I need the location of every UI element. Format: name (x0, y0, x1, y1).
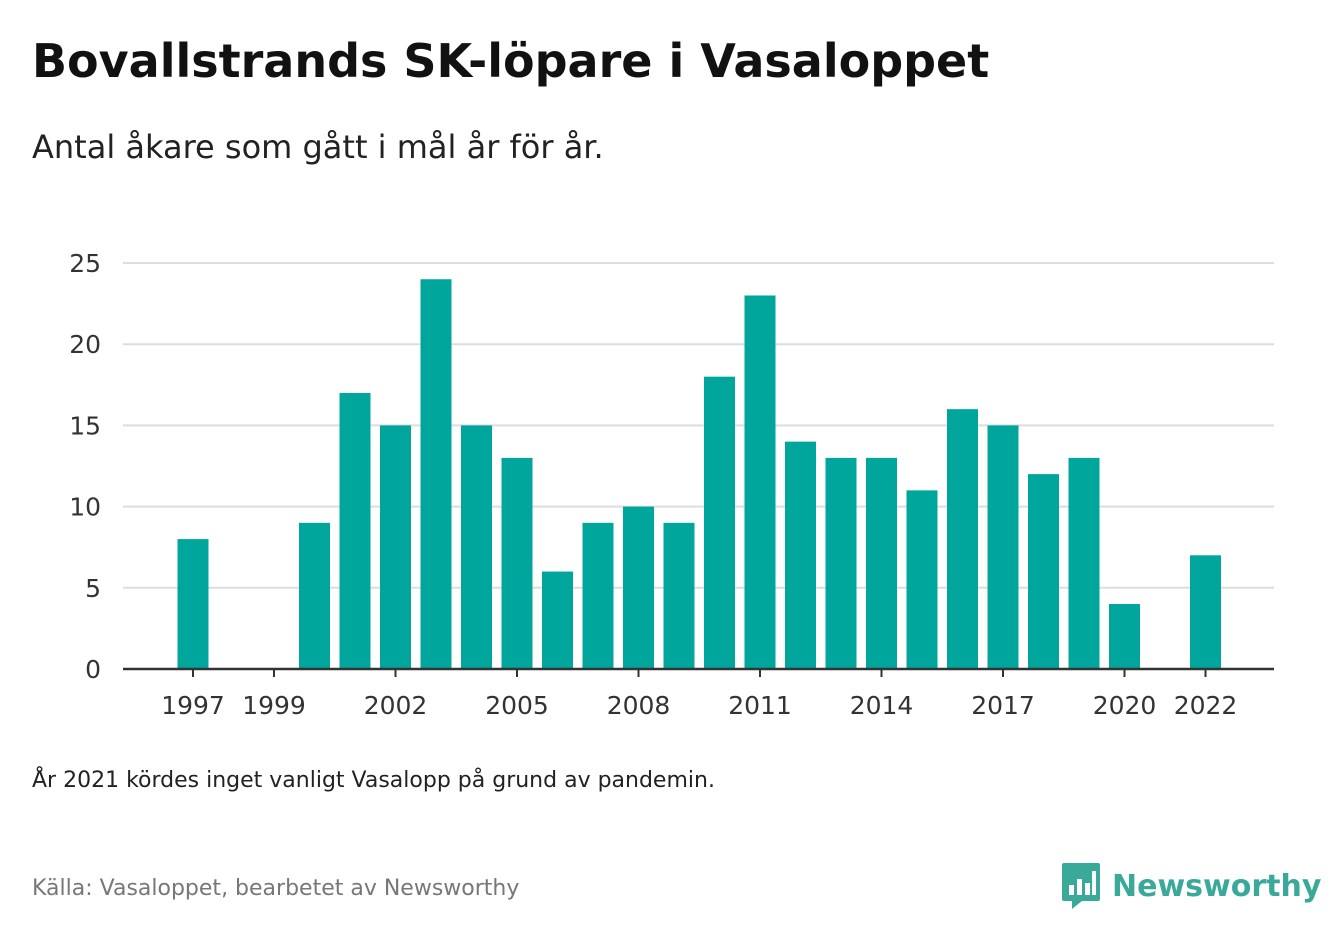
newsworthy-logo-icon (1062, 863, 1100, 909)
x-tick-label: 1997 (161, 691, 225, 720)
y-tick-label: 25 (69, 249, 101, 278)
bar (420, 279, 452, 669)
chart-note: År 2021 kördes inget vanligt Vasalopp på… (32, 768, 715, 793)
bar (461, 425, 492, 669)
bar (177, 539, 209, 669)
x-tick-label: 2017 (971, 691, 1035, 720)
bar (542, 571, 573, 669)
bar (785, 441, 816, 669)
bar (501, 457, 533, 669)
bar (1028, 474, 1059, 669)
bar (339, 392, 371, 669)
bar (663, 522, 695, 669)
bar (744, 295, 776, 669)
bars (177, 279, 1221, 669)
brand-logo: Newsworthy (1060, 858, 1321, 914)
source-credit: Källa: Vasaloppet, bearbetet av Newswort… (32, 876, 520, 901)
bar (825, 457, 857, 669)
chart-title: Bovallstrands SK-löpare i Vasaloppet (32, 34, 990, 88)
bar (987, 425, 1019, 669)
bar (947, 409, 978, 669)
bar (299, 522, 330, 669)
y-tick-label: 0 (85, 655, 101, 684)
axes: 0 5 10 15 20 25 1997 1999 2002 2005 2008 2011 2014 20… (69, 249, 1274, 720)
bar (866, 457, 897, 669)
x-tick-label: 1999 (242, 691, 306, 720)
x-tick-label: 2002 (364, 691, 428, 720)
x-tick-label: 2011 (728, 691, 792, 720)
y-tick-label: 10 (69, 493, 101, 522)
bar (1109, 604, 1140, 669)
bar-chart: 0 5 10 15 20 25 1997 1999 2002 2005 2008 2011 2014 20… (69, 249, 1274, 720)
bar (1190, 555, 1221, 669)
bar (1068, 457, 1100, 669)
y-tick-label: 20 (69, 330, 101, 359)
x-tick-label: 2014 (850, 691, 914, 720)
bar (623, 506, 654, 669)
chart-subtitle: Antal åkare som gått i mål år för år. (32, 128, 604, 166)
grid-lines (123, 262, 1274, 589)
x-tick-label: 2005 (485, 691, 549, 720)
x-tick-label: 2020 (1093, 691, 1157, 720)
bar (582, 522, 614, 669)
bar (704, 376, 735, 669)
y-tick-label: 15 (69, 411, 101, 440)
x-tick-label: 2022 (1174, 691, 1238, 720)
brand-name: Newsworthy (1112, 868, 1322, 904)
y-tick-label: 5 (85, 574, 101, 603)
x-tick-label: 2008 (607, 691, 671, 720)
bar (906, 490, 938, 669)
bar (380, 425, 411, 669)
